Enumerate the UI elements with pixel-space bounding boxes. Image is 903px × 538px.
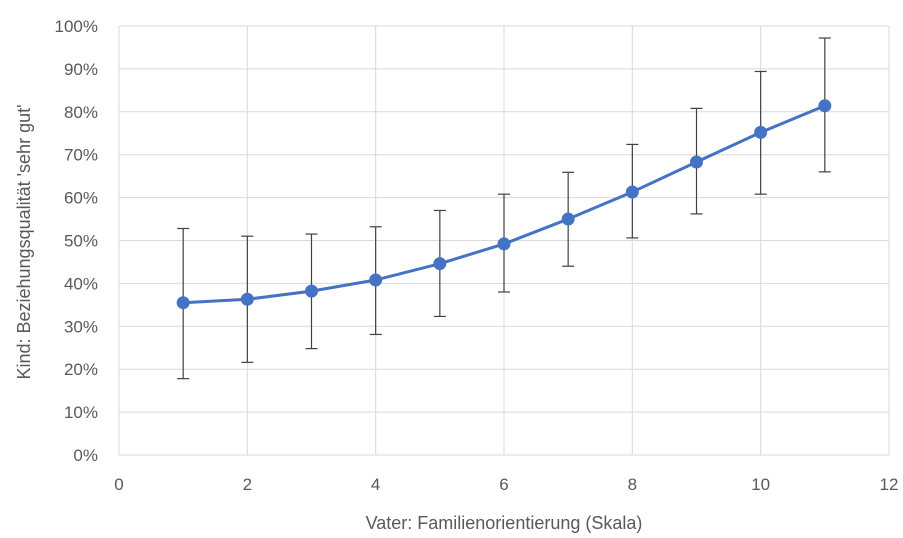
y-tick-label: 70% (64, 146, 98, 165)
x-tick-label: 10 (751, 475, 770, 494)
x-tick-label: 6 (499, 475, 508, 494)
y-tick-label: 0% (73, 446, 98, 465)
data-point (176, 296, 190, 310)
tick-labels: 0% 10% 20% 30% 40% 50% 60% 70% 80% 90% 100% 0 2 4 6 8 10… (55, 17, 899, 494)
data-series (176, 99, 832, 310)
y-tick-label: 50% (64, 232, 98, 251)
y-tick-label: 20% (64, 360, 98, 379)
data-point (369, 273, 383, 287)
x-tick-label: 0 (114, 475, 123, 494)
x-tick-label: 8 (628, 475, 637, 494)
y-tick-label: 80% (64, 103, 98, 122)
data-point (561, 212, 575, 226)
data-point (433, 257, 447, 271)
data-point (690, 155, 703, 169)
data-point (625, 185, 639, 199)
data-point (240, 292, 254, 306)
y-axis-title: Kind: Beziehungsqualität 'sehr gut' (14, 104, 34, 379)
y-tick-label: 30% (64, 317, 98, 336)
y-tick-label: 60% (64, 189, 98, 208)
data-point (754, 125, 768, 139)
x-tick-label: 4 (371, 475, 380, 494)
y-tick-label: 100% (55, 17, 98, 36)
y-tick-label: 90% (64, 60, 98, 79)
y-tick-label: 10% (64, 403, 98, 422)
data-point (497, 237, 511, 251)
x-tick-label: 2 (243, 475, 252, 494)
y-tick-label: 40% (64, 274, 98, 293)
data-point (305, 284, 318, 298)
x-tick-label: 12 (880, 475, 899, 494)
data-point (818, 99, 832, 113)
axes (118, 26, 889, 456)
x-axis-title: Vater: Familienorientierung (Skala) (366, 513, 643, 533)
